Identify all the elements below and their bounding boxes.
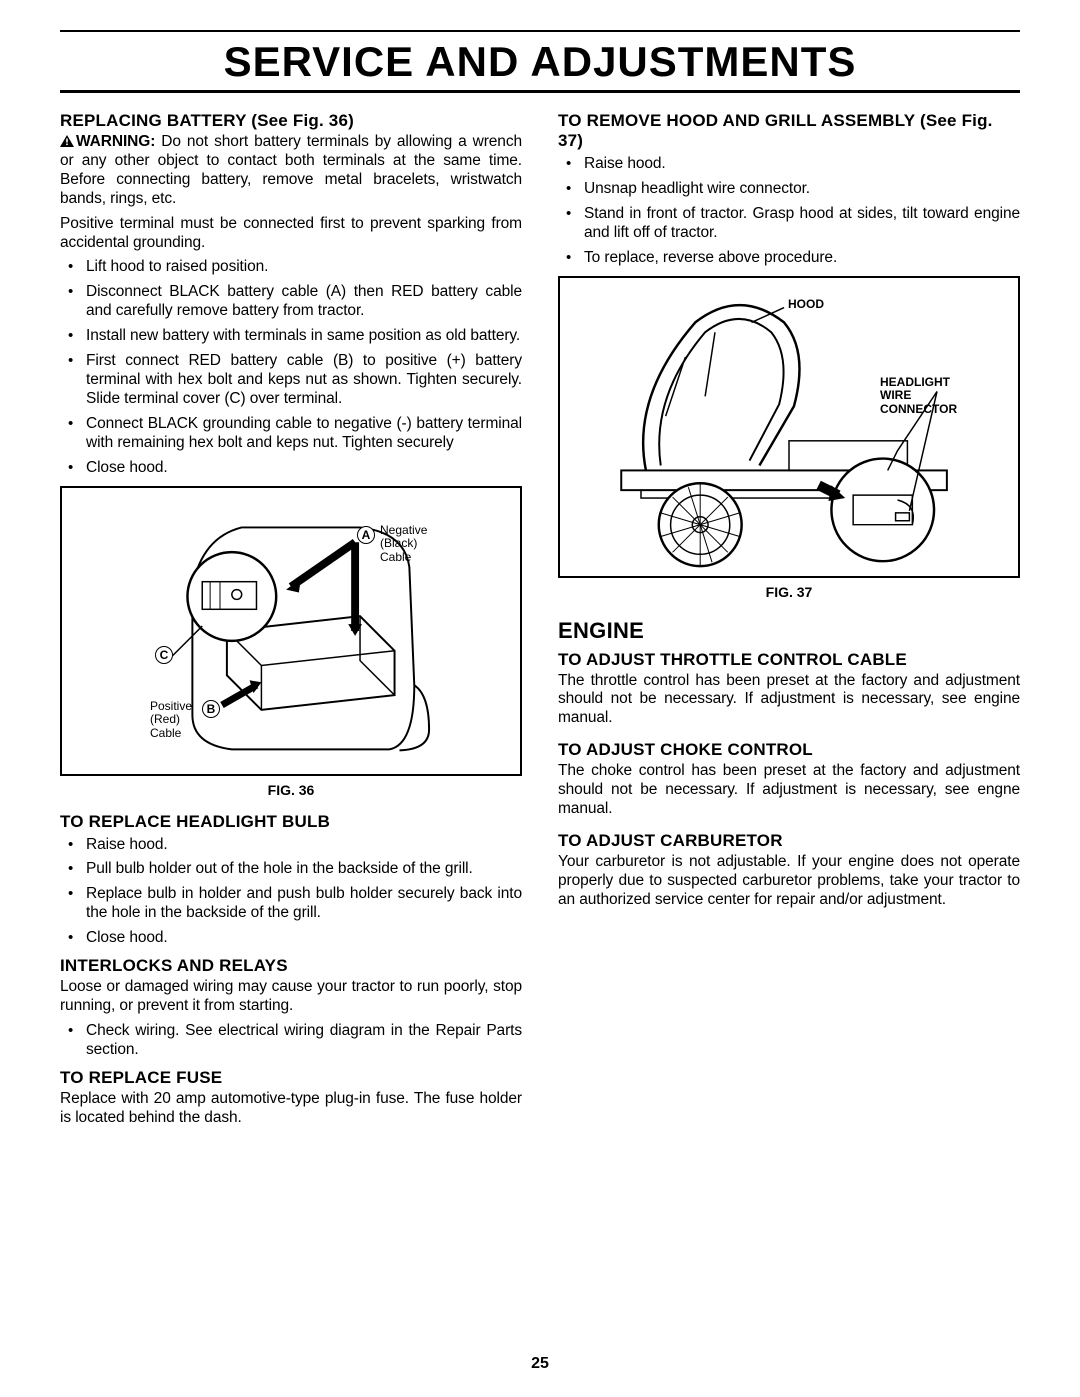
list-item: Stand in front of tractor. Grasp hood at…	[558, 205, 1020, 243]
fig37-label-hood: HOOD	[788, 298, 824, 312]
choke-paragraph: The choke control has been preset at the…	[558, 762, 1020, 819]
two-column-layout: REPLACING BATTERY (See Fig. 36) WARNING:…	[60, 107, 1020, 1133]
fuse-paragraph: Replace with 20 amp automotive-type plug…	[60, 1090, 522, 1128]
fuse-heading: TO REPLACE FUSE	[60, 1068, 522, 1088]
warning-label: WARNING:	[76, 133, 155, 150]
list-item: Connect BLACK grounding cable to negativ…	[60, 415, 522, 453]
fig36-label-a: A	[357, 526, 375, 544]
list-item: To replace, reverse above procedure.	[558, 249, 1020, 268]
list-item: Raise hood.	[60, 836, 522, 855]
battery-steps-list: Lift hood to raised position. Disconnect…	[60, 258, 522, 477]
list-item: Raise hood.	[558, 155, 1020, 174]
hood-grill-heading: TO REMOVE HOOD AND GRILL ASSEMBLY (See F…	[558, 111, 1020, 151]
list-item: Pull bulb holder out of the hole in the …	[60, 860, 522, 879]
fig36-label-b-group: B	[202, 700, 220, 718]
figure-36-diagram	[62, 488, 520, 774]
page-title: SERVICE AND ADJUSTMENTS	[60, 38, 1020, 86]
fig36-label-c-group: C	[155, 646, 173, 664]
fig36-label-pos: Positive (Red) Cable	[150, 700, 192, 741]
left-column: REPLACING BATTERY (See Fig. 36) WARNING:…	[60, 107, 522, 1133]
engine-heading: ENGINE	[558, 618, 1020, 644]
throttle-paragraph: The throttle control has been preset at …	[558, 672, 1020, 729]
list-item: Close hood.	[60, 459, 522, 478]
figure-36-box: A Negative (Black) Cable C Positive (Red…	[60, 486, 522, 776]
battery-warning-paragraph: WARNING: Do not short battery terminals …	[60, 133, 522, 209]
carb-heading: TO ADJUST CARBURETOR	[558, 831, 1020, 851]
list-item: Close hood.	[60, 929, 522, 948]
replacing-battery-heading: REPLACING BATTERY (See Fig. 36)	[60, 111, 522, 131]
figure-37-caption: FIG. 37	[558, 584, 1020, 600]
list-item: Replace bulb in holder and push bulb hol…	[60, 885, 522, 923]
page-number: 25	[0, 1355, 1080, 1373]
fig36-label-b: B	[202, 700, 220, 718]
fig36-label-c: C	[155, 646, 173, 664]
interlocks-list: Check wiring. See electrical wiring diag…	[60, 1022, 522, 1060]
fig36-label-a-group: A	[357, 526, 375, 544]
list-item: Unsnap headlight wire connector.	[558, 180, 1020, 199]
right-column: TO REMOVE HOOD AND GRILL ASSEMBLY (See F…	[558, 107, 1020, 1133]
fig37-label-connector: HEADLIGHT WIRE CONNECTOR	[880, 376, 957, 417]
throttle-heading: TO ADJUST THROTTLE CONTROL CABLE	[558, 650, 1020, 670]
interlocks-heading: INTERLOCKS AND RELAYS	[60, 956, 522, 976]
figure-36-caption: FIG. 36	[60, 782, 522, 798]
headlight-heading: TO REPLACE HEADLIGHT BULB	[60, 812, 522, 832]
list-item: Check wiring. See electrical wiring diag…	[60, 1022, 522, 1060]
headlight-list: Raise hood. Pull bulb holder out of the …	[60, 836, 522, 949]
fig36-label-neg: Negative (Black) Cable	[380, 524, 427, 565]
list-item: Disconnect BLACK battery cable (A) then …	[60, 283, 522, 321]
carb-paragraph: Your carburetor is not adjustable. If yo…	[558, 853, 1020, 910]
figure-37-diagram	[560, 278, 1018, 576]
list-item: Install new battery with terminals in sa…	[60, 327, 522, 346]
list-item: First connect RED battery cable (B) to p…	[60, 352, 522, 409]
warning-triangle-icon	[60, 135, 74, 147]
battery-positive-paragraph: Positive terminal must be connected firs…	[60, 215, 522, 253]
top-horizontal-rule	[60, 30, 1020, 32]
list-item: Lift hood to raised position.	[60, 258, 522, 277]
interlocks-paragraph: Loose or damaged wiring may cause your t…	[60, 978, 522, 1016]
hood-grill-list: Raise hood. Unsnap headlight wire connec…	[558, 155, 1020, 268]
title-underline-rule	[60, 90, 1020, 93]
figure-37-box: HOOD HEADLIGHT WIRE CONNECTOR	[558, 276, 1020, 578]
choke-heading: TO ADJUST CHOKE CONTROL	[558, 740, 1020, 760]
